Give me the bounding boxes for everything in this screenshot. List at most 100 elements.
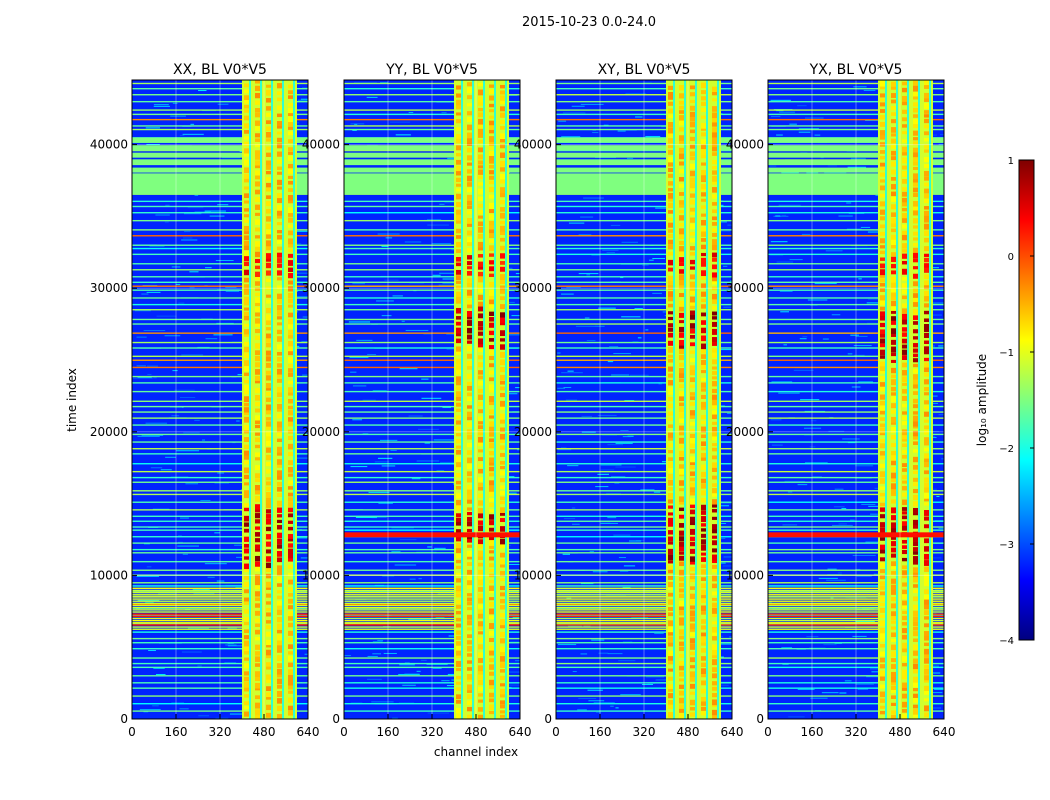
rfi-cell xyxy=(456,177,461,183)
rfi-cell xyxy=(679,228,684,235)
rfi-cell xyxy=(266,593,271,598)
rfi-cell xyxy=(478,288,483,293)
rfi-cell xyxy=(266,431,271,437)
rfi-row xyxy=(344,212,520,214)
rfi-cell xyxy=(500,662,505,668)
rfi-cell xyxy=(500,321,505,326)
noise-mark xyxy=(368,491,390,493)
rfi-cell xyxy=(244,109,249,113)
rfi-cell xyxy=(679,530,684,536)
rfi-cell xyxy=(266,421,271,427)
rfi-cell xyxy=(456,402,461,407)
noise-mark xyxy=(182,553,188,555)
rfi-cell xyxy=(891,204,896,210)
rfi-cell xyxy=(701,169,706,176)
rfi-cell xyxy=(489,150,494,156)
noise-mark xyxy=(306,400,308,402)
rfi-row xyxy=(556,424,732,426)
noise-mark xyxy=(427,219,442,221)
rfi-row xyxy=(132,318,308,321)
rfi-cell xyxy=(288,103,293,107)
rfi-cell xyxy=(891,150,896,156)
noise-mark xyxy=(568,222,585,224)
rfi-cell xyxy=(277,113,282,118)
rfi-row xyxy=(132,219,308,222)
rfi-row xyxy=(556,281,732,284)
rfi-cell xyxy=(467,620,472,626)
rfi-row xyxy=(556,552,732,554)
rfi-cell xyxy=(500,296,505,301)
noise-mark xyxy=(581,415,593,417)
rfi-cell xyxy=(679,641,684,646)
rfi-cell xyxy=(880,585,885,590)
rfi-cell xyxy=(266,84,271,88)
rfi-cell xyxy=(679,600,684,607)
rfi-cell xyxy=(244,430,249,434)
rfi-cell xyxy=(924,616,929,620)
rfi-cell xyxy=(924,405,929,410)
rfi-cell xyxy=(478,284,483,288)
rfi-row xyxy=(344,542,520,544)
rfi-cell xyxy=(902,594,907,600)
rfi-cell xyxy=(489,401,494,406)
noise-mark xyxy=(856,575,872,577)
rfi-cell xyxy=(478,500,483,506)
rfi-cell xyxy=(277,464,282,468)
rfi-cell xyxy=(467,714,472,719)
rfi-cell xyxy=(924,441,929,446)
noise-mark xyxy=(601,434,617,436)
rfi-row xyxy=(132,366,308,369)
rfi-cell xyxy=(712,704,717,708)
noise-mark xyxy=(826,579,846,581)
rfi-cell xyxy=(902,318,907,325)
rfi-cell xyxy=(489,514,494,520)
noise-mark xyxy=(619,570,629,572)
noise-mark xyxy=(855,621,875,623)
rfi-row xyxy=(768,235,944,237)
rfi-row xyxy=(556,529,732,531)
rfi-cell xyxy=(467,111,472,116)
rfi-cell xyxy=(712,280,717,285)
rfi-cell xyxy=(500,460,505,465)
rfi-cell xyxy=(288,564,293,569)
rfi-cell xyxy=(712,311,717,316)
rfi-row xyxy=(556,441,732,443)
noise-mark xyxy=(349,357,369,359)
rfi-cell xyxy=(902,260,907,265)
noise-mark xyxy=(225,291,240,293)
noise-mark xyxy=(729,636,732,638)
rfi-cell xyxy=(266,639,271,646)
rfi-cell xyxy=(679,719,684,724)
noise-mark xyxy=(865,119,885,121)
rfi-row xyxy=(768,205,944,208)
rfi-cell xyxy=(456,611,461,615)
rfi-cell xyxy=(924,253,929,257)
noise-mark xyxy=(561,293,574,295)
rfi-cell xyxy=(891,359,896,363)
noise-mark xyxy=(432,274,441,276)
rfi-cell xyxy=(500,330,505,337)
noise-mark xyxy=(870,668,879,670)
rfi-cell xyxy=(277,322,282,326)
noise-mark xyxy=(855,335,868,337)
rfi-row xyxy=(768,490,944,492)
rfi-cell xyxy=(668,192,673,199)
rfi-cell xyxy=(244,301,249,306)
rfi-cell xyxy=(456,623,461,628)
rfi-cell xyxy=(288,273,293,279)
rfi-cell xyxy=(891,263,896,269)
rfi-cell xyxy=(913,494,918,501)
noise-mark xyxy=(584,317,590,319)
rfi-cell xyxy=(690,665,695,669)
rfi-cell xyxy=(288,579,293,585)
rfi-cell xyxy=(668,699,673,705)
rfi-cell xyxy=(668,479,673,486)
rfi-cell xyxy=(891,553,896,558)
rfi-cell xyxy=(924,274,929,279)
noise-mark xyxy=(938,345,944,347)
rfi-cell xyxy=(668,316,673,321)
rfi-row xyxy=(556,463,732,465)
noise-mark xyxy=(634,308,643,310)
rfi-row xyxy=(132,285,308,287)
noise-mark xyxy=(165,204,170,206)
